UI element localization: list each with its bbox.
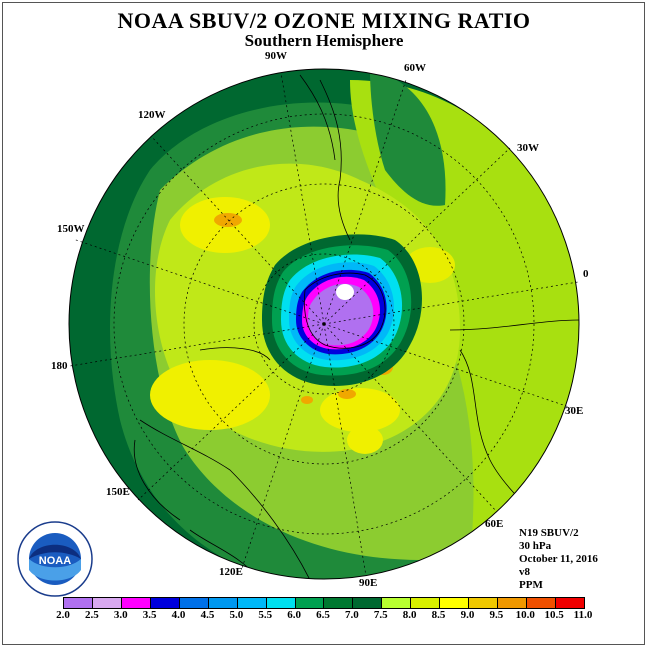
lon-label-60e: 60E: [485, 518, 504, 530]
legend-tick-label: 5.0: [229, 609, 244, 621]
legend-swatch: [527, 598, 556, 608]
legend-swatch: [440, 598, 470, 608]
lon-label-30w: 30W: [517, 142, 539, 154]
legend-tick-label: 6.0: [287, 609, 301, 621]
ozone-field: [69, 69, 579, 579]
legend-swatch: [555, 598, 584, 608]
lon-label-150e: 150E: [106, 486, 130, 498]
legend-tick-label: 8.5: [431, 609, 446, 621]
date-label: October 11, 2016: [519, 553, 598, 565]
page-title: NOAA SBUV/2 OZONE MIXING RATIO: [117, 8, 531, 33]
legend-colorbar: [63, 597, 585, 609]
lon-label-90e: 90E: [359, 577, 378, 589]
legend-swatch: [237, 598, 267, 608]
legend-tick-label: 2.5: [85, 609, 99, 621]
lon-label-30e: 30E: [565, 405, 584, 417]
legend-swatch: [382, 598, 412, 608]
legend-tick-label: 9.5: [489, 609, 504, 621]
version-label: v8: [519, 566, 530, 578]
lon-label-0: 0: [583, 268, 589, 280]
legend-tick-label: 11.0: [573, 609, 593, 621]
legend-swatch: [92, 598, 122, 608]
legend-swatch: [498, 598, 527, 608]
legend-swatch: [295, 598, 325, 608]
legend-tick-label: 3.0: [113, 609, 128, 621]
legend-swatch: [411, 598, 441, 608]
legend-tick-label: 2.0: [56, 609, 70, 621]
legend-tick-label: 3.5: [142, 609, 157, 621]
graticule: [69, 72, 579, 577]
legend-tick-label: 6.5: [316, 609, 330, 621]
legend-swatch: [353, 598, 383, 608]
legend-tick-label: 4.0: [171, 609, 186, 621]
legend-tick-label: 8.0: [402, 609, 417, 621]
lon-label-150w: 150W: [57, 223, 85, 235]
legend-swatch: [266, 598, 296, 608]
lon-label-120e: 120E: [219, 566, 243, 578]
lon-label-180: 180: [51, 360, 68, 372]
logo-text: NOAA: [39, 555, 71, 567]
legend-swatch: [150, 598, 180, 608]
page-subtitle: Southern Hemisphere: [244, 31, 404, 50]
legend-tick-label: 5.5: [258, 609, 273, 621]
legend-swatch: [121, 598, 151, 608]
lon-label-90w: 90W: [265, 50, 287, 62]
legend-tick-label: 9.0: [460, 609, 475, 621]
legend-tick-label: 10.0: [515, 609, 535, 621]
legend-tick-label: 10.5: [544, 609, 564, 621]
units-label: PPM: [519, 579, 543, 591]
lon-label-120w: 120W: [138, 109, 166, 121]
map-boundary: [68, 68, 580, 580]
noaa-logo: NOAA: [17, 521, 93, 597]
legend-swatch: [179, 598, 209, 608]
legend-swatch: [64, 598, 93, 608]
legend-tick-label: 7.0: [345, 609, 359, 621]
legend-tick-label: 4.5: [200, 609, 215, 621]
legend-swatch: [324, 598, 354, 608]
legend-swatch: [469, 598, 499, 608]
legend-swatch: [208, 598, 238, 608]
legend-tick-label: 7.5: [373, 609, 388, 621]
level-label: 30 hPa: [519, 540, 552, 552]
instrument-label: N19 SBUV/2: [519, 527, 579, 539]
info-block: N19 SBUV/2 30 hPa October 11, 2016 v8 PP…: [519, 527, 598, 592]
lon-label-60w: 60W: [404, 62, 426, 74]
